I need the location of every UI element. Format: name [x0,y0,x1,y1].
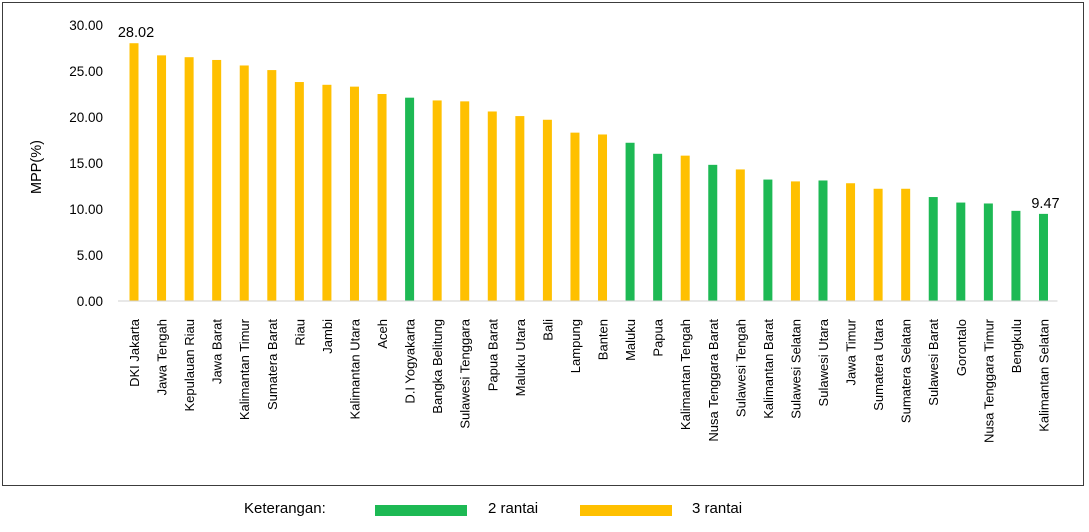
bar [184,57,194,302]
category-label: Nusa Tenggara Barat [706,319,721,442]
category-label: Jambi [320,319,335,354]
y-axis-title: MPP(%) [29,140,45,194]
bar [1038,213,1048,301]
bar [928,197,938,301]
legend-label-2-rantai: 2 rantai [488,500,539,517]
category-label: Aceh [375,319,390,349]
category-label: Lampung [568,319,583,373]
category-label: Bangka Belitung [430,319,445,414]
category-label: Kalimantan Barat [761,319,776,419]
category-label: Sulawesi Tenggara [458,318,473,428]
category-label: Sumatera Selatan [899,319,914,423]
y-tick-label: 20.00 [69,110,103,125]
legend-label-3-rantai: 3 rantai [692,500,743,517]
bar-chart: 0.00 5.00 10.00 15.00 20.00 25.00 30.00 MPP(%) D… [29,18,1060,443]
y-tick-label: 0.00 [77,294,103,309]
category-label: Nusa Tenggara Timur [981,318,996,443]
data-label: 9.47 [1031,196,1059,212]
category-label: Maluku Utara [513,318,528,396]
bar [322,84,332,301]
category-label: Kalimantan Tengah [678,319,693,430]
y-tick-label: 30.00 [69,18,103,33]
bar [846,183,856,301]
bar [735,169,745,301]
bar [157,55,167,301]
bar [680,155,690,301]
bar [239,65,249,301]
category-label: Sulawesi Barat [926,319,941,406]
bar [873,188,883,301]
category-label: Kalimantan Selatan [1036,319,1051,432]
category-label: Sulawesi Selatan [788,319,803,419]
chart-frame: 0.00 5.00 10.00 15.00 20.00 25.00 30.00 MPP(%) D… [2,2,1084,486]
bar [212,59,222,302]
bar [901,188,911,301]
bar [818,180,828,301]
category-label: Riau [292,319,307,346]
bar [956,202,966,301]
category-label: Gorontalo [954,319,969,376]
category-label: Sulawesi Utara [816,318,831,406]
category-label: Papua [651,318,666,356]
y-tick-label: 15.00 [69,156,103,171]
bar [763,179,773,301]
bar [460,101,470,301]
bar [790,181,800,301]
category-label: Sumatera Utara [871,318,886,411]
category-label: Papua Barat [485,319,500,392]
category-label: Sumatera Barat [265,319,280,410]
bar [487,111,497,301]
legend: Keterangan: 2 rantai 3 rantai [0,492,1089,528]
legend-swatch-3-rantai [580,505,672,516]
bar [515,116,525,301]
category-label: Bali [540,319,555,341]
bar [432,100,442,301]
category-label: Banten [596,319,611,360]
category-label: Jawa Timur [844,318,859,385]
bar [983,203,993,301]
category-label: Kepulauan Riau [182,319,197,412]
bar [1011,210,1021,301]
bar [405,97,415,302]
bar [653,153,663,301]
category-label: Jawa Barat [210,319,225,384]
data-label: 28.02 [118,25,154,41]
category-label: DKI Jakarta [127,318,142,387]
category-label: Jawa Tengah [155,319,170,395]
legend-title: Keterangan: [244,500,326,517]
category-label: Bengkulu [1009,319,1024,373]
category-label: D.I Yogyakarta [403,318,418,403]
bar [377,94,387,301]
legend-swatch-2-rantai [375,505,467,516]
bar [129,43,139,301]
bar [708,164,718,301]
bar [542,119,552,301]
category-label: Kalimantan Timur [237,318,252,420]
y-tick-label: 25.00 [69,64,103,79]
category-label: Kalimantan Utara [347,318,362,419]
bar [598,134,608,301]
category-label: Maluku [623,319,638,361]
y-tick-label: 5.00 [77,248,103,263]
bar [267,70,277,301]
bar [570,132,580,301]
y-tick-label: 10.00 [69,202,103,217]
bar [625,142,635,301]
bar [349,86,359,301]
bar [294,82,304,301]
category-label: Sulawesi Tengah [733,319,748,417]
